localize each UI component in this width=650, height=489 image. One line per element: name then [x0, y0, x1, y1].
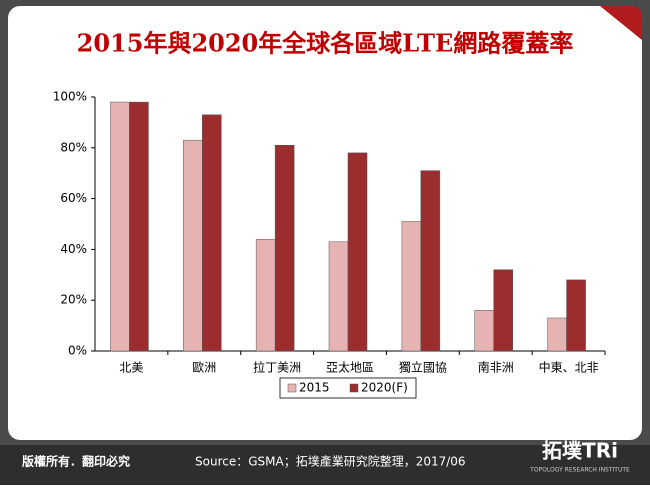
x-tick-label: 南非洲 [478, 360, 514, 375]
y-tick-label: 0% [68, 344, 87, 358]
source: Source：GSMA；拓墣產業研究院整理，2017/06 [195, 454, 466, 469]
bar [328, 241, 349, 352]
bar [202, 114, 222, 352]
y-tick-label: 100% [53, 90, 87, 104]
bar [566, 279, 586, 352]
bar [274, 145, 295, 352]
bar [420, 170, 441, 352]
x-tick-label: 中東、北非 [539, 360, 599, 375]
y-tick-label: 40% [60, 242, 87, 256]
bar [493, 269, 513, 352]
x-tick-label: 亞太地區 [326, 360, 374, 375]
legend-label: 2020(F) [361, 381, 408, 395]
bar [474, 310, 494, 352]
legend-box [279, 377, 417, 399]
legend-swatch [287, 383, 297, 393]
chart-title: 2015年與2020年全球各區域LTE網路覆蓋率 [77, 29, 574, 58]
panel [8, 6, 642, 440]
legend-label: 2015 [299, 381, 330, 395]
bar [547, 317, 567, 352]
bar [255, 238, 276, 352]
x-tick-label: 獨立國協 [399, 360, 447, 375]
logo-sub: TOPOLOGY RESEARCH INSTITUTE [529, 467, 630, 474]
corner-accent [600, 6, 642, 40]
bar [129, 101, 149, 352]
x-tick-label: 歐洲 [192, 360, 216, 375]
x-tick-label: 拉丁美洲 [253, 360, 301, 375]
legend-swatch [349, 383, 359, 393]
bar [401, 221, 422, 352]
logo: 拓墣TRi [542, 439, 618, 463]
bar [347, 152, 368, 352]
y-tick-label: 20% [60, 293, 87, 307]
y-tick-label: 60% [60, 191, 87, 205]
x-tick-label: 北美 [119, 361, 143, 375]
footer-bar [0, 445, 650, 485]
bar [183, 139, 203, 352]
bar [110, 101, 130, 352]
copyright: 版權所有．翻印必究 [22, 454, 130, 469]
y-tick-label: 80% [60, 140, 87, 154]
